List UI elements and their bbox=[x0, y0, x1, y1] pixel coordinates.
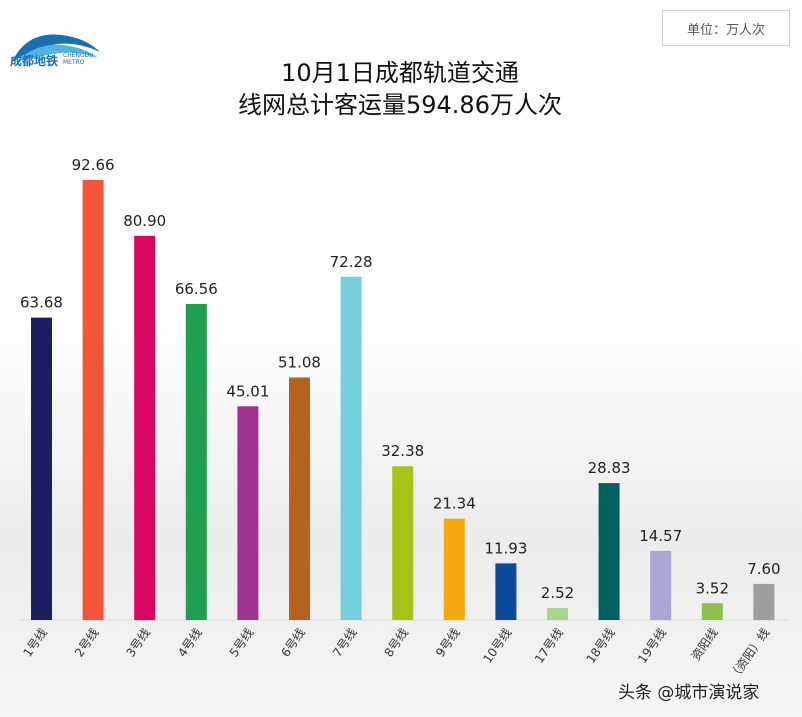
bar-4 bbox=[185, 303, 207, 620]
tick-label-8: 8号线 bbox=[382, 626, 412, 660]
tick-label-4: 4号线 bbox=[175, 626, 205, 660]
tick-label-9: 9号线 bbox=[433, 626, 463, 660]
tick-label-2: 2号线 bbox=[72, 626, 102, 660]
tick-label-10: 10号线 bbox=[480, 626, 514, 666]
tick-label-5: 5号线 bbox=[227, 626, 257, 660]
data-label-10: 11.93 bbox=[484, 539, 527, 557]
metro-logo-icon bbox=[12, 34, 100, 62]
tick-label-12: 18号线 bbox=[584, 626, 618, 666]
unit-label: 单位：万人次 bbox=[662, 10, 790, 46]
data-label-2: 92.66 bbox=[72, 156, 115, 174]
data-label-3: 80.90 bbox=[123, 212, 166, 230]
bar-1 bbox=[31, 317, 52, 620]
data-label-14: 3.52 bbox=[696, 579, 729, 597]
bar-6 bbox=[289, 377, 310, 620]
data-label-5: 45.01 bbox=[226, 382, 269, 400]
bar-10 bbox=[495, 563, 517, 620]
tick-label-6: 6号线 bbox=[278, 626, 308, 660]
bar-15 bbox=[753, 583, 775, 620]
bar-8 bbox=[392, 466, 414, 620]
data-label-13: 14.57 bbox=[639, 527, 682, 545]
data-label-6: 51.08 bbox=[278, 353, 321, 371]
bar-3 bbox=[134, 235, 156, 620]
tick-label-13: 19号线 bbox=[635, 626, 669, 666]
bar-5 bbox=[237, 406, 259, 620]
tick-label-7: 7号线 bbox=[330, 626, 360, 660]
bar-12 bbox=[598, 483, 620, 620]
logo-name-en: CHENGDU METRO bbox=[63, 52, 94, 66]
tick-label-3: 3号线 bbox=[124, 626, 154, 660]
data-label-7: 72.28 bbox=[330, 253, 373, 271]
bar-13 bbox=[650, 550, 672, 620]
tick-label-14: 资阳线 bbox=[689, 626, 721, 664]
data-label-9: 21.34 bbox=[433, 495, 476, 513]
bar-2 bbox=[82, 180, 104, 620]
logo-name-cn: 成都地铁 bbox=[10, 54, 59, 68]
chart-title-line1: 10月1日成都轨道交通 bbox=[281, 59, 519, 87]
data-label-12: 28.83 bbox=[588, 459, 631, 477]
bar-11 bbox=[547, 608, 568, 620]
tick-label-11: 17号线 bbox=[532, 626, 566, 666]
data-label-8: 32.38 bbox=[381, 442, 424, 460]
chart-title-line2: 线网总计客运量594.86万人次 bbox=[238, 91, 562, 119]
data-label-1: 63.68 bbox=[20, 294, 63, 312]
data-label-11: 2.52 bbox=[541, 584, 574, 602]
bar-9 bbox=[443, 518, 465, 620]
data-label-15: 7.60 bbox=[747, 560, 780, 578]
tick-label-15: （资阳）线 bbox=[726, 626, 772, 683]
watermark: 头条 @城市演说家 bbox=[618, 683, 760, 703]
bar-7 bbox=[340, 276, 362, 620]
tick-label-1: 1号线 bbox=[20, 626, 50, 660]
data-label-4: 66.56 bbox=[175, 280, 218, 298]
bar-14 bbox=[701, 603, 723, 620]
